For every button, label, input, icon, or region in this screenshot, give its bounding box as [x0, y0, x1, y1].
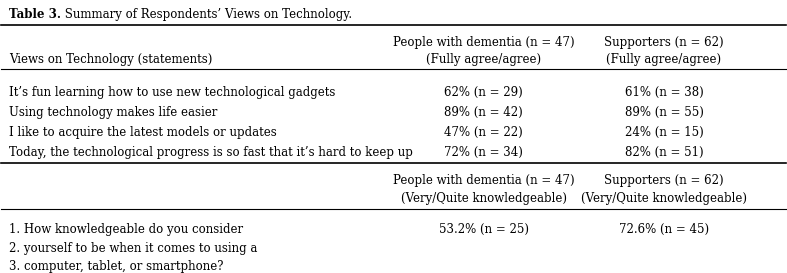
Text: 82% (n = 51): 82% (n = 51) [625, 146, 704, 159]
Text: 3. computer, tablet, or smartphone?: 3. computer, tablet, or smartphone? [9, 260, 224, 273]
Text: Supporters (n = 62): Supporters (n = 62) [604, 35, 724, 49]
Text: Table 3.: Table 3. [9, 8, 61, 21]
Text: People with dementia (n = 47): People with dementia (n = 47) [393, 174, 575, 188]
Text: Summary of Respondents’ Views on Technology.: Summary of Respondents’ Views on Technol… [61, 8, 352, 21]
Text: 53.2% (n = 25): 53.2% (n = 25) [438, 223, 529, 236]
Text: 61% (n = 38): 61% (n = 38) [625, 86, 704, 99]
Text: (Very/Quite knowledgeable): (Very/Quite knowledgeable) [581, 192, 747, 205]
Text: It’s fun learning how to use new technological gadgets: It’s fun learning how to use new technol… [9, 86, 335, 99]
Text: People with dementia (n = 47): People with dementia (n = 47) [393, 35, 575, 49]
Text: (Very/Quite knowledgeable): (Very/Quite knowledgeable) [401, 192, 567, 205]
Text: 72% (n = 34): 72% (n = 34) [444, 146, 523, 159]
Text: Views on Technology (statements): Views on Technology (statements) [9, 53, 212, 66]
Text: 72.6% (n = 45): 72.6% (n = 45) [619, 223, 709, 236]
Text: 89% (n = 55): 89% (n = 55) [625, 106, 704, 119]
Text: (Fully agree/agree): (Fully agree/agree) [607, 53, 722, 66]
Text: I like to acquire the latest models or updates: I like to acquire the latest models or u… [9, 126, 277, 139]
Text: 62% (n = 29): 62% (n = 29) [445, 86, 523, 99]
Text: 47% (n = 22): 47% (n = 22) [445, 126, 523, 139]
Text: 2. yourself to be when it comes to using a: 2. yourself to be when it comes to using… [9, 242, 257, 255]
Text: Today, the technological progress is so fast that it’s hard to keep up: Today, the technological progress is so … [9, 146, 413, 159]
Text: 24% (n = 15): 24% (n = 15) [625, 126, 704, 139]
Text: Supporters (n = 62): Supporters (n = 62) [604, 174, 724, 188]
Text: (Fully agree/agree): (Fully agree/agree) [426, 53, 541, 66]
Text: 89% (n = 42): 89% (n = 42) [445, 106, 523, 119]
Text: 1. How knowledgeable do you consider: 1. How knowledgeable do you consider [9, 223, 243, 236]
Text: Using technology makes life easier: Using technology makes life easier [9, 106, 218, 119]
